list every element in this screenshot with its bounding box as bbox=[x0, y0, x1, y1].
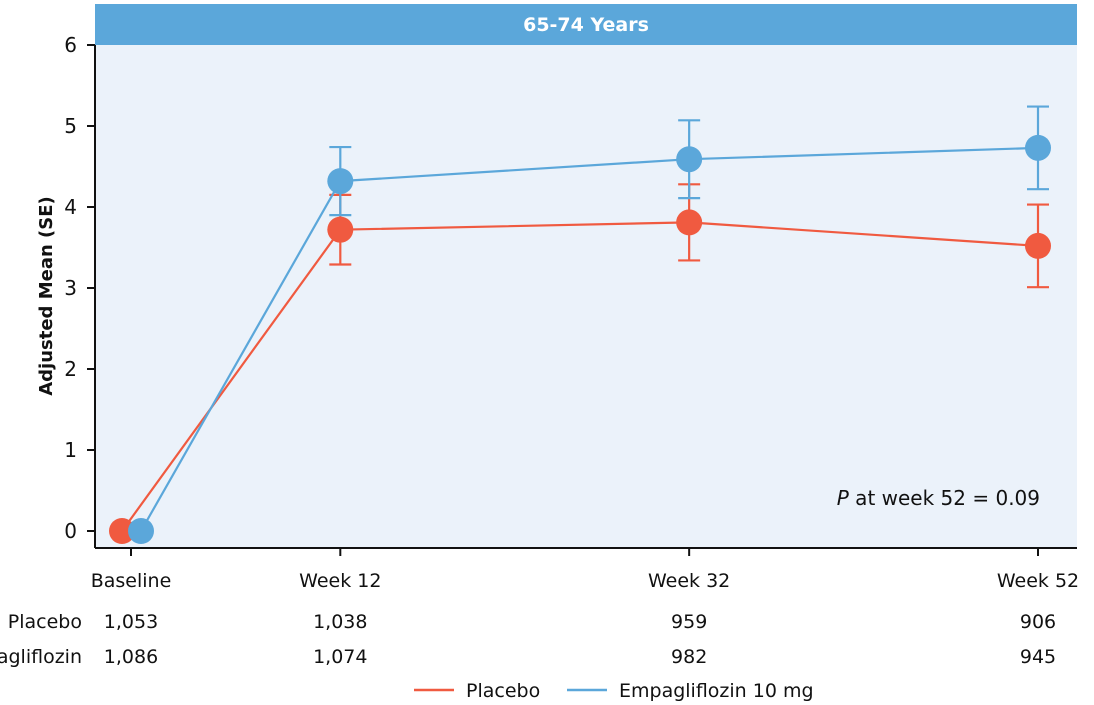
chart-title: 65-74 Years bbox=[523, 14, 649, 36]
at-risk-value: 959 bbox=[671, 611, 707, 633]
y-tick-label: 0 bbox=[64, 519, 77, 543]
at-risk-value: 945 bbox=[1020, 646, 1056, 668]
plot-panel bbox=[95, 45, 1077, 548]
x-tick-label: Week 32 bbox=[648, 570, 730, 592]
p-value-annotation: P at week 52 = 0.09 bbox=[837, 486, 1040, 510]
at-risk-row-label: Placebo bbox=[8, 611, 82, 633]
data-point bbox=[676, 209, 703, 236]
series-empagliflozin-10-mg bbox=[128, 105, 1051, 544]
at-risk-value: 906 bbox=[1020, 611, 1056, 633]
y-tick-label: 4 bbox=[64, 195, 77, 219]
data-point bbox=[1025, 134, 1051, 161]
y-tick-label: 2 bbox=[64, 357, 77, 381]
p-italic: P bbox=[837, 486, 850, 510]
p-text: at week 52 = 0.09 bbox=[849, 486, 1040, 510]
y-tick-label: 6 bbox=[64, 33, 77, 57]
series-line bbox=[140, 146, 1039, 532]
legend: Placebo Empagliflozin 10 mg bbox=[414, 680, 814, 702]
y-tick-label: 3 bbox=[64, 276, 77, 300]
legend-label: Empagliflozin 10 mg bbox=[619, 680, 814, 702]
y-tick-label: 5 bbox=[64, 114, 77, 138]
at-risk-value: 1,074 bbox=[313, 646, 367, 668]
axes: 0 1 2 3 4 5 6 Baseline Week 12 Week 32 Week 52 bbox=[64, 33, 1079, 592]
y-tick-label: 1 bbox=[64, 438, 77, 462]
at-risk-value: 982 bbox=[671, 646, 707, 668]
data-point bbox=[327, 216, 354, 243]
legend-label: Placebo bbox=[466, 680, 540, 702]
x-tick-label: Week 52 bbox=[997, 570, 1079, 592]
series-line bbox=[121, 221, 1039, 532]
at-risk-table: Placebo 1,053 1,038 959 906 Empagliflozin 1,08… bbox=[0, 611, 1056, 668]
data-point bbox=[676, 146, 703, 173]
data-point bbox=[109, 518, 135, 544]
y-axis-title: Adjusted Mean (SE) bbox=[36, 196, 57, 396]
series-layer bbox=[109, 105, 1051, 544]
at-risk-value: 1,053 bbox=[104, 611, 158, 633]
at-risk-row-label: Empagliflozin bbox=[0, 646, 82, 668]
data-point bbox=[327, 168, 354, 195]
data-point bbox=[128, 518, 154, 544]
at-risk-value: 1,086 bbox=[104, 646, 158, 668]
title-bar bbox=[95, 4, 1077, 45]
x-tick-label: Baseline bbox=[91, 570, 172, 592]
at-risk-value: 1,038 bbox=[313, 611, 367, 633]
data-point bbox=[1025, 232, 1051, 259]
x-tick-label: Week 12 bbox=[299, 570, 381, 592]
